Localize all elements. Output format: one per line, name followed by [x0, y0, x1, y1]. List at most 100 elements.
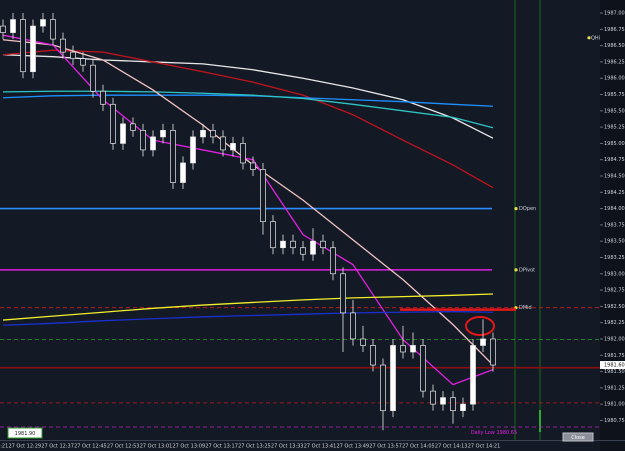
- qhi-label: QHi: [591, 35, 600, 41]
- y-tick-label: 1981.50: [604, 369, 625, 375]
- candle-body: [330, 247, 336, 275]
- candle-body: [150, 136, 156, 151]
- x-tick-label: 27 Oct 13:33: [271, 444, 304, 450]
- level-label: DPivot: [519, 267, 535, 273]
- y-tick-label: 1985.50: [604, 108, 625, 114]
- candle-body: [40, 19, 46, 27]
- level-dot: [514, 268, 518, 272]
- candle-body: [380, 364, 386, 412]
- bid-box-label: 1981.90: [15, 431, 36, 437]
- grid: 1987.00 1986.75 1986.50 1986.25 1986.00 1985.…: [0, 11, 625, 450]
- candle-body: [400, 345, 406, 353]
- x-tick-label: 27 Oct 14:05: [402, 444, 435, 450]
- x-tick-label: 27 Oct 13:41: [304, 444, 337, 450]
- candle-body: [50, 19, 56, 40]
- x-tick-label: 27 Oct 14:13: [435, 444, 468, 450]
- y-tick-label: 1984.50: [604, 174, 625, 180]
- y-tick-label: 1986.75: [604, 27, 625, 33]
- candle-body: [10, 19, 16, 33]
- y-tick-label: 1982.25: [604, 320, 625, 326]
- candle-body: [100, 90, 106, 105]
- candle-body: [440, 397, 446, 405]
- candle-body: [230, 143, 236, 151]
- daily-low-label: Daily Low 1980.65: [471, 430, 517, 436]
- y-tick-label: 1980.75: [604, 418, 625, 424]
- level-label: DOpen: [519, 206, 536, 212]
- close-button[interactable]: [562, 432, 594, 442]
- y-tick-label: 1984.00: [604, 206, 625, 212]
- candle-body: [310, 240, 316, 255]
- y-tick-label: 1986.00: [604, 76, 625, 82]
- candle-body: [430, 390, 436, 405]
- price-tag-label: 1981.60: [604, 363, 625, 369]
- candle-body: [80, 58, 86, 66]
- candle-body: [420, 345, 426, 392]
- y-tick-label: 1983.25: [604, 255, 625, 261]
- y-tick-label: 1985.25: [604, 125, 625, 131]
- candle-body: [450, 397, 456, 412]
- candle-body: [180, 162, 186, 183]
- y-tick-label: 1984.75: [604, 157, 625, 163]
- x-tick-label: 27 Oct 12:53: [107, 444, 140, 450]
- y-tick-label: 1981.00: [604, 402, 625, 408]
- y-tick-label: 1982.50: [604, 304, 625, 310]
- candle-body: [220, 136, 226, 151]
- candle-body: [290, 240, 296, 249]
- y-tick-label: 1983.00: [604, 271, 625, 277]
- x-tick-label: 27 Oct 12:21: [0, 444, 8, 450]
- y-tick-label: 1986.50: [604, 43, 625, 49]
- price-axis: [600, 0, 625, 451]
- candle-body: [250, 162, 256, 170]
- x-tick-label: 27 Oct 13:49: [336, 444, 369, 450]
- y-tick-label: 1981.75: [604, 353, 625, 359]
- y-tick-label: 1983.50: [604, 239, 625, 245]
- y-tick-label: 1985.00: [604, 141, 625, 147]
- candle-body: [300, 247, 306, 255]
- level-label: DMid: [519, 305, 532, 311]
- y-tick-label: 1986.25: [604, 59, 625, 65]
- level-dot: [514, 206, 518, 211]
- moving-average: [2, 310, 494, 326]
- candle-body: [260, 169, 266, 222]
- moving-average: [2, 94, 494, 107]
- y-tick-label: 1987.00: [604, 11, 625, 17]
- candle-body: [320, 240, 326, 249]
- candle-body: [130, 123, 136, 131]
- candle-body: [340, 273, 346, 314]
- candle-body: [140, 130, 146, 151]
- y-tick-label: 1985.75: [604, 92, 625, 98]
- bid-box[interactable]: [7, 427, 43, 439]
- candle-body: [410, 345, 416, 353]
- hand-drawn-circle: [465, 316, 495, 336]
- x-tick-label: 27 Oct 13:01: [140, 444, 173, 450]
- y-tick-label: 1982.00: [604, 336, 625, 342]
- candle-body: [390, 345, 396, 412]
- x-tick-label: 27 Oct 13:17: [205, 444, 238, 450]
- candle-body: [30, 25, 36, 73]
- candle-body: [60, 38, 66, 53]
- candle-body: [190, 136, 196, 164]
- close-button-label: Close: [571, 435, 585, 441]
- candle-body: [460, 403, 466, 412]
- candle-body: [70, 51, 76, 60]
- candle-body: [370, 345, 376, 366]
- candle-body: [480, 338, 486, 346]
- candle-body: [490, 338, 496, 366]
- y-tick-label: 1982.75: [604, 288, 625, 294]
- candle-body: [120, 123, 126, 144]
- x-tick-label: 27 Oct 13:09: [172, 444, 205, 450]
- candle-body: [110, 103, 116, 144]
- x-tick-label: 27 Oct 12:37: [41, 444, 74, 450]
- y-tick-label: 1984.25: [604, 190, 625, 196]
- x-tick-label: 27 Oct 13:25: [238, 444, 271, 450]
- candle-body: [160, 130, 166, 138]
- candle-body: [20, 19, 26, 73]
- x-tick-label: 27 Oct 14:21: [468, 444, 501, 450]
- candle-body: [280, 240, 286, 249]
- moving-average: [2, 90, 494, 129]
- x-tick-label: 27 Oct 12:29: [8, 444, 41, 450]
- candle-body: [0, 25, 6, 33]
